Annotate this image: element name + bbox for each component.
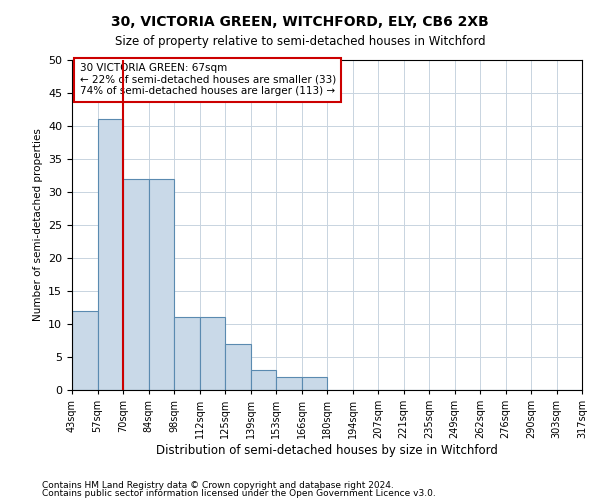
Bar bbox=[174, 318, 199, 390]
Bar bbox=[97, 120, 123, 390]
Y-axis label: Number of semi-detached properties: Number of semi-detached properties bbox=[32, 128, 43, 322]
Bar bbox=[276, 377, 302, 390]
Bar bbox=[199, 318, 225, 390]
Text: Size of property relative to semi-detached houses in Witchford: Size of property relative to semi-detach… bbox=[115, 35, 485, 48]
Text: 30 VICTORIA GREEN: 67sqm
← 22% of semi-detached houses are smaller (33)
74% of s: 30 VICTORIA GREEN: 67sqm ← 22% of semi-d… bbox=[80, 64, 336, 96]
X-axis label: Distribution of semi-detached houses by size in Witchford: Distribution of semi-detached houses by … bbox=[156, 444, 498, 457]
Bar bbox=[251, 370, 276, 390]
Bar bbox=[149, 179, 174, 390]
Text: Contains public sector information licensed under the Open Government Licence v3: Contains public sector information licen… bbox=[42, 489, 436, 498]
Text: 30, VICTORIA GREEN, WITCHFORD, ELY, CB6 2XB: 30, VICTORIA GREEN, WITCHFORD, ELY, CB6 … bbox=[111, 15, 489, 29]
Bar bbox=[225, 344, 251, 390]
Bar bbox=[123, 179, 149, 390]
Bar bbox=[72, 311, 97, 390]
Bar bbox=[302, 377, 327, 390]
Text: Contains HM Land Registry data © Crown copyright and database right 2024.: Contains HM Land Registry data © Crown c… bbox=[42, 480, 394, 490]
